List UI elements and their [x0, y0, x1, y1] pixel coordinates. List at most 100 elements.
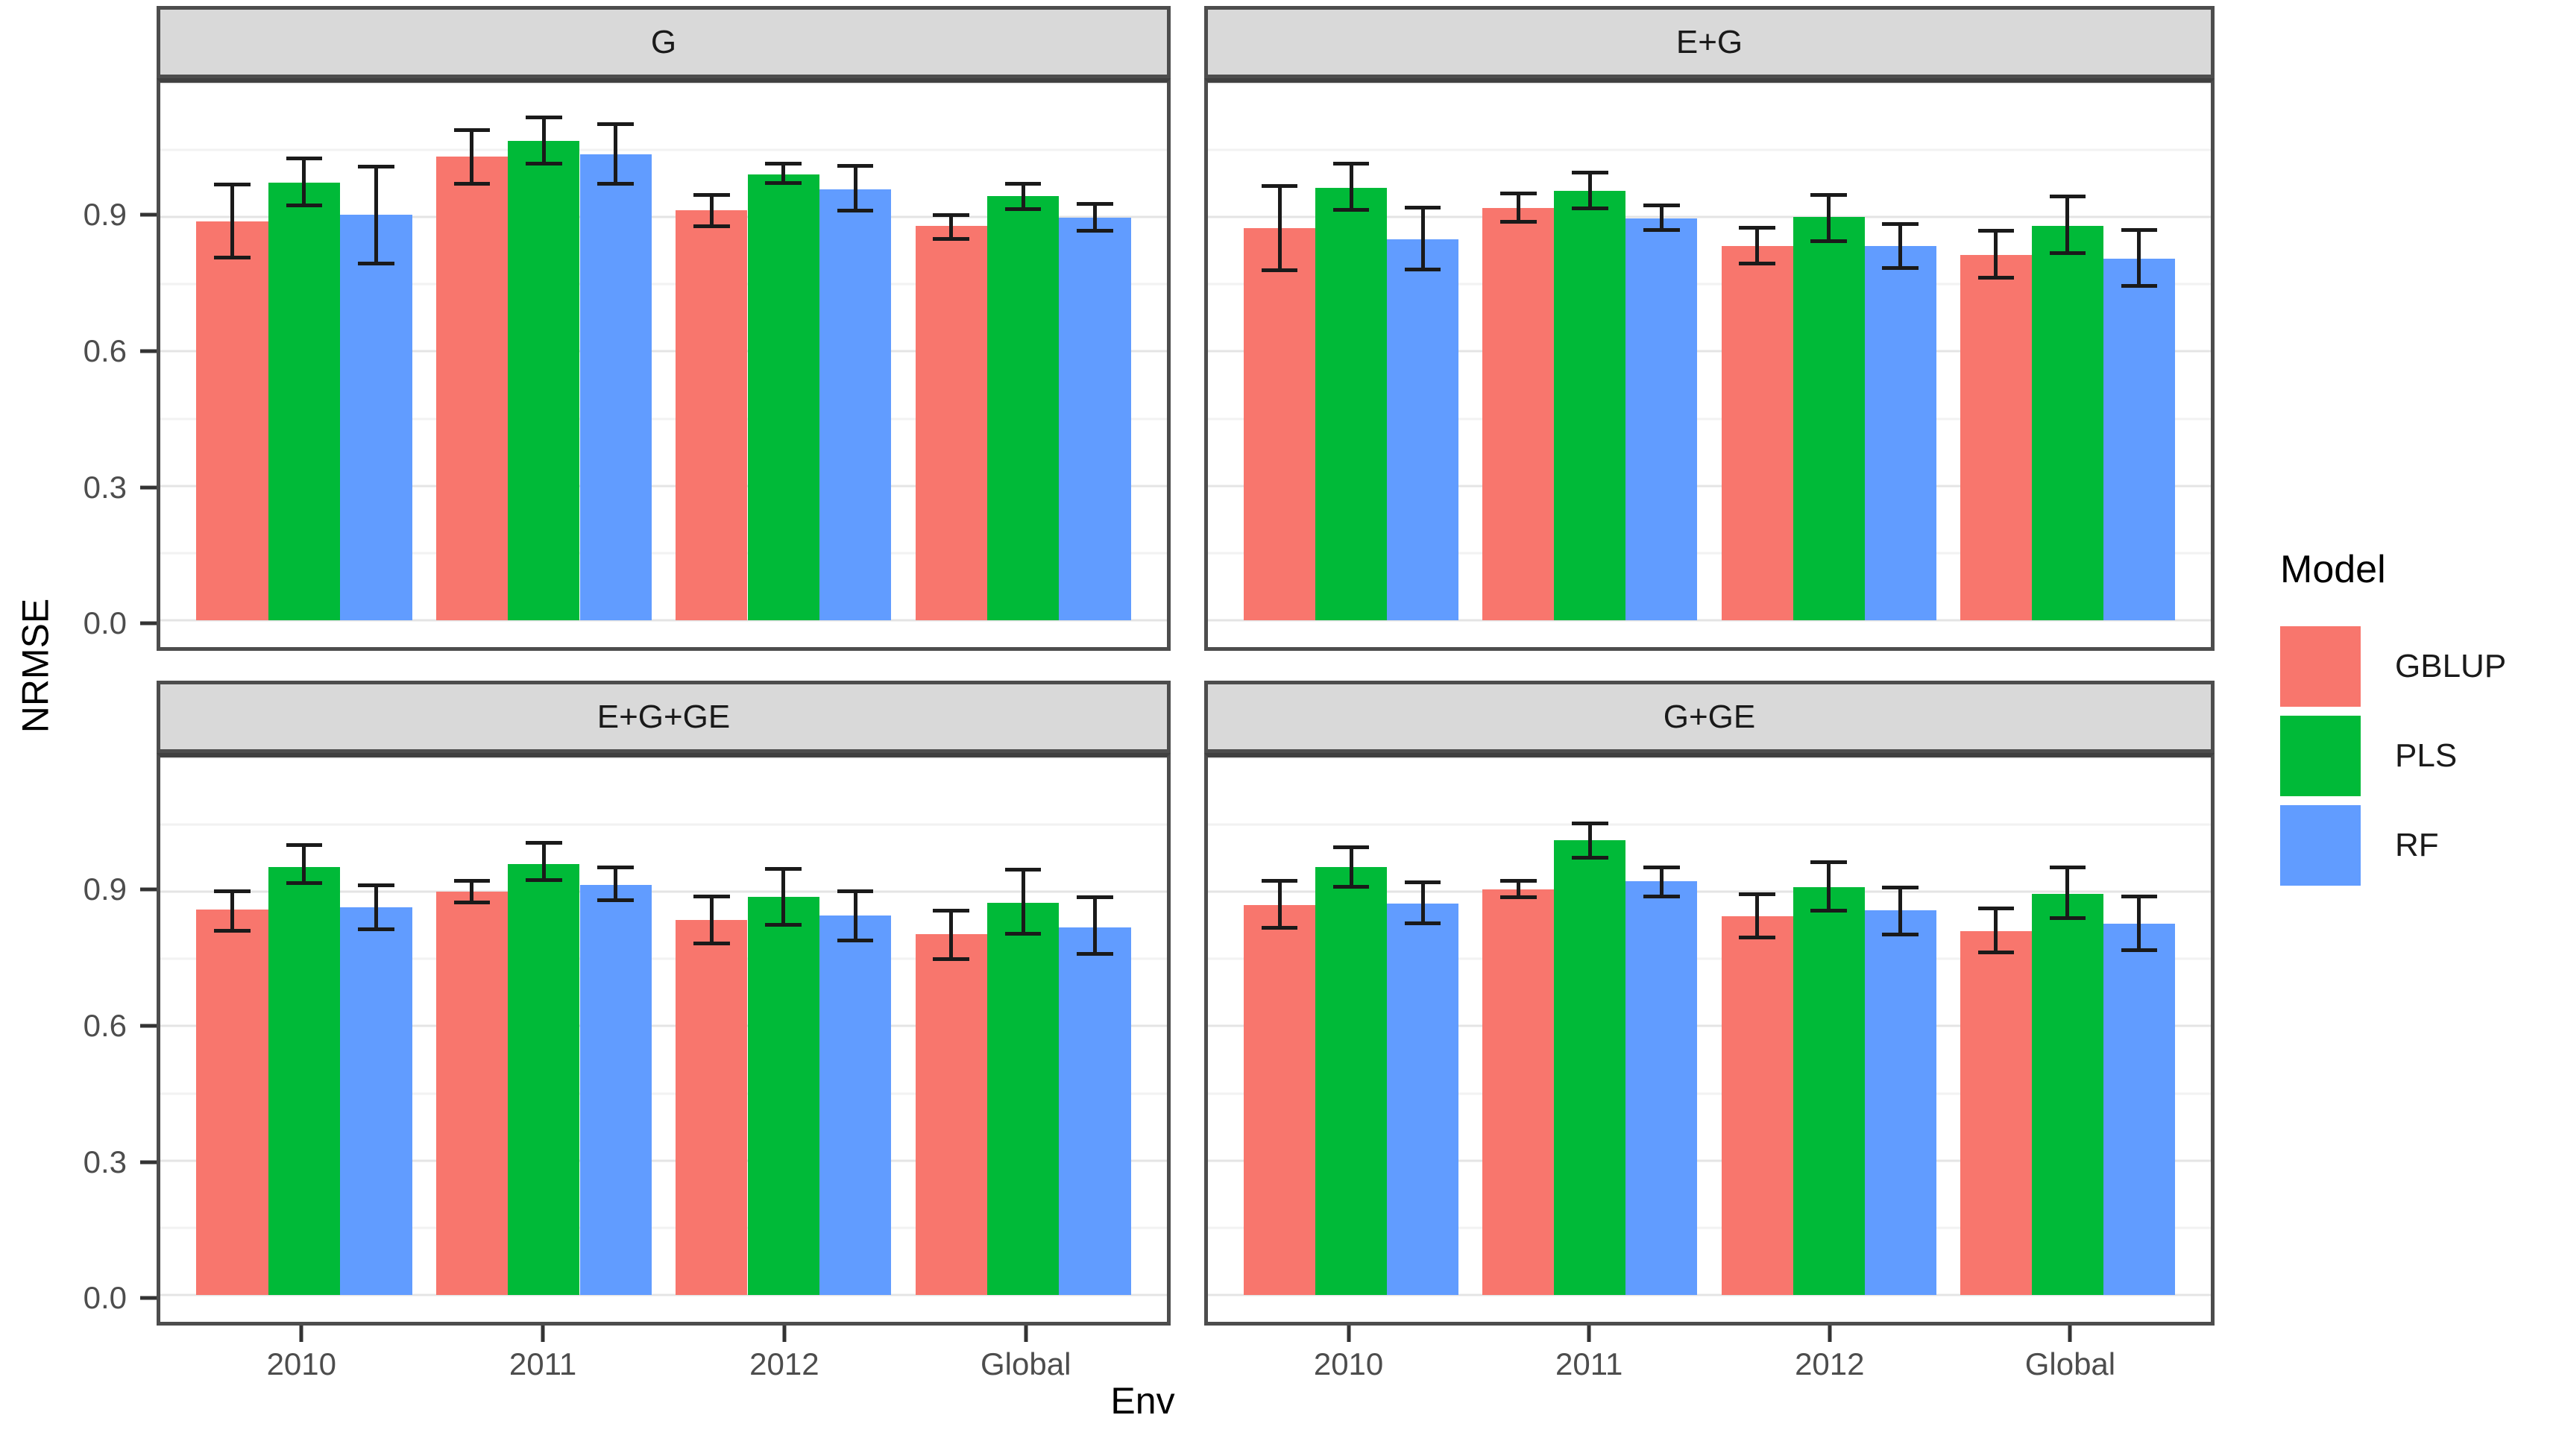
facet-panel-e-g: E+G — [1204, 6, 2215, 651]
bar-E+G-Global-RF — [2103, 258, 2175, 620]
bar-E+G-2012-RF — [1864, 245, 1936, 620]
bar-G-2010-PLS — [268, 182, 341, 620]
error-bar-cap-low — [2049, 916, 2086, 921]
bar-G-2011-GBLUP — [435, 157, 509, 620]
error-bar-line — [1093, 897, 1098, 954]
error-bar-line — [709, 896, 714, 944]
gridline-major — [1208, 757, 2211, 759]
error-bar-line — [1516, 193, 1520, 222]
error-bar-cap-low — [765, 181, 802, 186]
error-bar-cap-low — [525, 877, 562, 882]
bar-E+G-2011-GBLUP — [1482, 208, 1555, 620]
error-bar-cap-low — [693, 941, 730, 945]
bar-E+G+GE-Global-GBLUP — [915, 934, 987, 1295]
error-bar-line — [1587, 823, 1592, 858]
gridline-minor — [160, 552, 1167, 555]
gridline-minor — [160, 1092, 1167, 1095]
y-axis-strip-spacer — [71, 6, 157, 78]
bar-E+G-2012-GBLUP — [1721, 245, 1793, 620]
y-axis-tick-mark — [140, 212, 157, 217]
error-bar-cap-low — [1405, 268, 1441, 272]
x-axis-tick-mark — [2068, 1326, 2072, 1342]
legend: Model GBLUP PLS RF — [2215, 6, 2562, 1436]
gridline-minor — [1208, 957, 2211, 960]
y-axis-tick-label: 0.0 — [83, 1280, 127, 1316]
bar-G+GE-2010-RF — [1387, 903, 1459, 1295]
error-bar-cap-high — [1077, 895, 1113, 899]
y-axis-strip-spacer — [71, 681, 157, 753]
facet-plot-area-g-ge — [1204, 753, 2215, 1326]
bar-E+G+GE-2010-RF — [340, 907, 412, 1295]
error-bar-line — [1277, 880, 1282, 928]
error-bar-line — [230, 891, 234, 931]
error-bar-line — [1827, 195, 1831, 242]
error-bar-cap-high — [597, 122, 635, 127]
error-bar-cap-low — [765, 923, 802, 927]
error-bar-line — [1093, 204, 1098, 231]
legend-title: Model — [2280, 548, 2386, 591]
gridline-major — [160, 485, 1167, 488]
gridline-minor — [160, 957, 1167, 960]
error-bar-line — [614, 867, 618, 901]
x-axis-tick-mark — [1587, 1326, 1591, 1342]
error-bar-cap-high — [286, 157, 323, 161]
y-axis-title-cell: NRMSE — [0, 6, 71, 1326]
bar-G-2011-RF — [579, 154, 652, 620]
gridline-minor — [1208, 417, 2211, 420]
error-bar-cap-low — [933, 236, 969, 241]
bar-G-2010-RF — [340, 215, 412, 620]
error-bar-line — [1898, 224, 1903, 268]
error-bar-line — [302, 845, 306, 883]
error-bar-cap-low — [1572, 856, 1608, 860]
error-bar-cap-high — [837, 889, 874, 893]
facet-plot-area-e-g-ge — [157, 753, 1171, 1326]
error-bar-cap-low — [453, 901, 491, 905]
error-bar-cap-high — [1643, 865, 1680, 869]
bar-E+G+GE-2012-GBLUP — [676, 920, 748, 1295]
y-axis-tick-label: 0.3 — [83, 469, 127, 505]
error-bar-cap-high — [1810, 192, 1847, 197]
error-bar-cap-high — [1810, 860, 1847, 864]
error-bar-line — [853, 166, 857, 211]
pls-swatch-icon — [2280, 716, 2361, 796]
error-bar-line — [614, 124, 618, 184]
error-bar-cap-low — [1332, 207, 1370, 212]
x-axis-tick-mark — [782, 1326, 787, 1342]
error-bar-line — [1021, 183, 1025, 209]
error-bar-cap-high — [2049, 865, 2086, 869]
facet-strip-label: E+G+GE — [597, 698, 731, 735]
error-bar-cap-low — [933, 957, 969, 961]
error-bar-cap-low — [693, 224, 730, 228]
error-bar-cap-high — [357, 883, 394, 887]
gridline-minor — [1208, 1226, 2211, 1229]
error-bar-cap-high — [1739, 892, 1775, 897]
gridline-major — [1208, 1159, 2211, 1162]
gridline-minor — [160, 283, 1167, 286]
error-bar-line — [1994, 908, 1998, 953]
error-bar-line — [302, 158, 306, 206]
error-bar-cap-low — [2049, 251, 2086, 256]
error-bar-cap-high — [1261, 184, 1298, 189]
y-axis-title: NRMSE — [14, 598, 57, 734]
gridline-major — [160, 350, 1167, 353]
error-bar-cap-low — [214, 929, 251, 933]
error-bar-cap-high — [286, 842, 323, 847]
error-bar-line — [949, 215, 954, 239]
y-axis-tick-mark — [140, 1160, 157, 1165]
gridline-minor — [160, 1226, 1167, 1229]
error-bar-cap-low — [1261, 268, 1298, 272]
error-bar-cap-high — [765, 161, 802, 166]
x-axis-tick-mark — [299, 1326, 303, 1342]
error-bar-cap-high — [453, 879, 491, 883]
gridline-major — [160, 215, 1167, 218]
facet-strip-label: G — [650, 23, 677, 60]
bar-E+G+GE-2012-PLS — [747, 897, 819, 1295]
error-bar-cap-low — [1977, 275, 2014, 280]
bar-G+GE-2010-GBLUP — [1244, 904, 1316, 1295]
error-bar-line — [374, 885, 378, 930]
bar-G+GE-2012-RF — [1864, 910, 1936, 1295]
bar-G-2012-RF — [819, 189, 892, 620]
gridline-minor — [1208, 283, 2211, 286]
x-axis-tick-mark — [1024, 1326, 1028, 1342]
bar-E+G+GE-2010-PLS — [268, 866, 341, 1295]
